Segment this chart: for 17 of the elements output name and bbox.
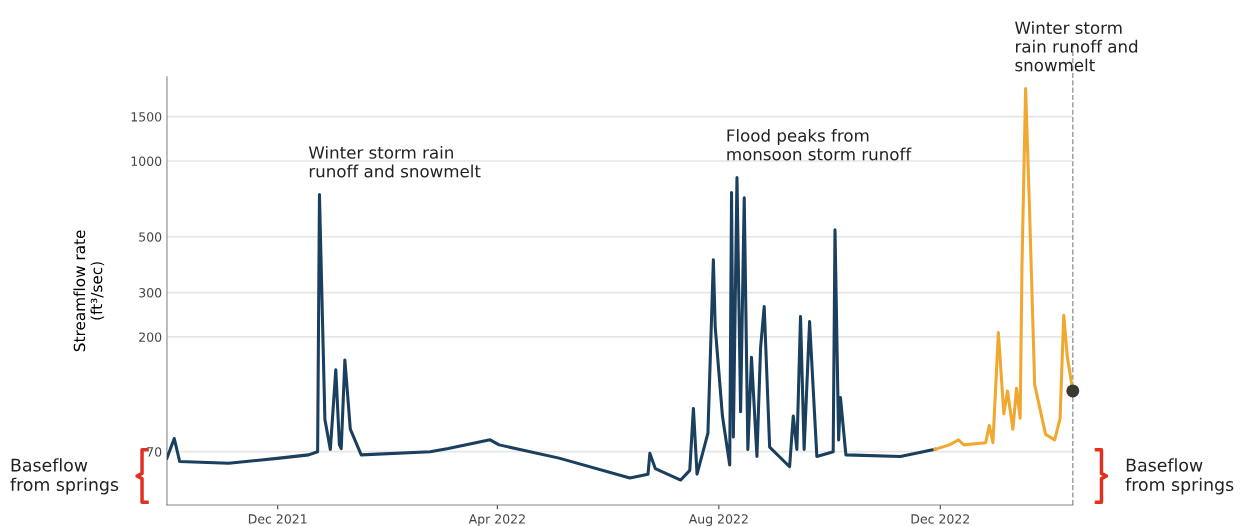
y-axis-title: Streamflow rate (ft³/sec) — [73, 230, 105, 352]
x-tick-label: Aug 2022 — [688, 514, 748, 526]
text: Baseflow from springs — [1125, 458, 1234, 495]
y-tick-label: 70 — [147, 447, 162, 457]
y-tick-label: 1500 — [131, 112, 162, 122]
annotation: Winter storm rain runoff and snowmelt — [1015, 21, 1138, 72]
annotation: Flood peaks from monsoon storm runoff — [727, 128, 912, 161]
line-series — [166, 176, 937, 482]
text: Baseflow from springs — [10, 458, 119, 495]
x-tick-label: Dec 2021 — [248, 514, 307, 524]
y-tick-label: 300 — [139, 288, 162, 298]
annotation: Winter storm rain runoff and snowmelt — [308, 145, 481, 178]
y-tick-label: 500 — [139, 232, 162, 242]
y-tick-label: 200 — [139, 332, 162, 342]
x-tick-label: Apr 2022 — [468, 514, 525, 526]
y-tick-label: 1000 — [131, 156, 162, 166]
x-tick-label: Dec 2022 — [911, 514, 970, 524]
